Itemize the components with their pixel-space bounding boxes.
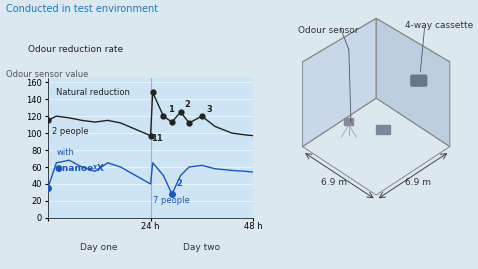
Text: Odour sensor value: Odour sensor value: [6, 70, 88, 79]
Polygon shape: [303, 98, 450, 195]
Text: 11: 11: [152, 134, 163, 143]
Polygon shape: [303, 18, 376, 147]
Text: 3: 3: [206, 105, 212, 114]
Text: Day one: Day one: [80, 243, 118, 252]
Text: 6.9 m: 6.9 m: [321, 178, 347, 187]
Text: Conducted in test environment: Conducted in test environment: [6, 4, 158, 14]
FancyBboxPatch shape: [411, 75, 427, 86]
Text: Natural reduction: Natural reduction: [56, 88, 130, 97]
Text: 7 people: 7 people: [152, 196, 189, 205]
Text: 2: 2: [185, 100, 191, 109]
Text: ●nanoeᵡX: ●nanoeᵡX: [54, 164, 104, 174]
Text: 1: 1: [168, 105, 174, 114]
Text: 2 people: 2 people: [52, 127, 89, 136]
Text: Odour sensor: Odour sensor: [298, 26, 358, 34]
Text: 6.9 m: 6.9 m: [405, 178, 431, 187]
Bar: [376, 125, 390, 134]
Text: 4-way cassette: 4-way cassette: [405, 21, 473, 30]
Bar: [344, 118, 353, 125]
Text: 2: 2: [176, 179, 182, 188]
Polygon shape: [376, 18, 450, 147]
Text: Day two: Day two: [184, 243, 220, 252]
Text: with: with: [56, 148, 74, 157]
Text: Odour reduction rate: Odour reduction rate: [28, 45, 123, 54]
